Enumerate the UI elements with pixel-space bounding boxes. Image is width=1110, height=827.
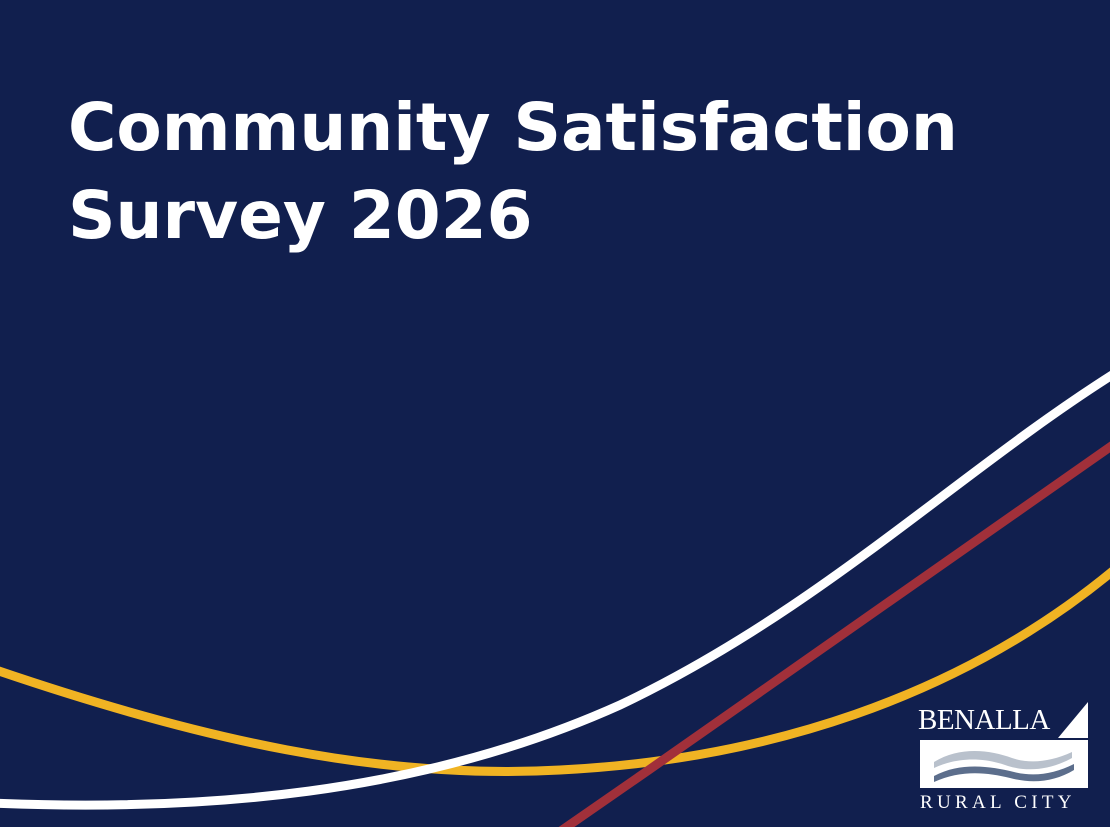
gold-swoosh [0, 567, 1110, 776]
slide-title: Community Satisfaction Survey 2026 [68, 84, 958, 260]
title-line-1: Community Satisfaction [68, 89, 958, 166]
title-line-2: Survey 2026 [68, 177, 533, 254]
logo-name-top: BENALLA [918, 704, 1050, 736]
red-swoosh [558, 441, 1110, 827]
white-swoosh [0, 371, 1110, 810]
benalla-rural-city-logo: BENALLA RURAL CITY [918, 700, 1094, 820]
wave-icon [934, 751, 1074, 782]
sail-icon [1058, 702, 1088, 738]
logo-name-bottom: RURAL CITY [920, 792, 1076, 813]
logo-wave-box [920, 740, 1088, 788]
